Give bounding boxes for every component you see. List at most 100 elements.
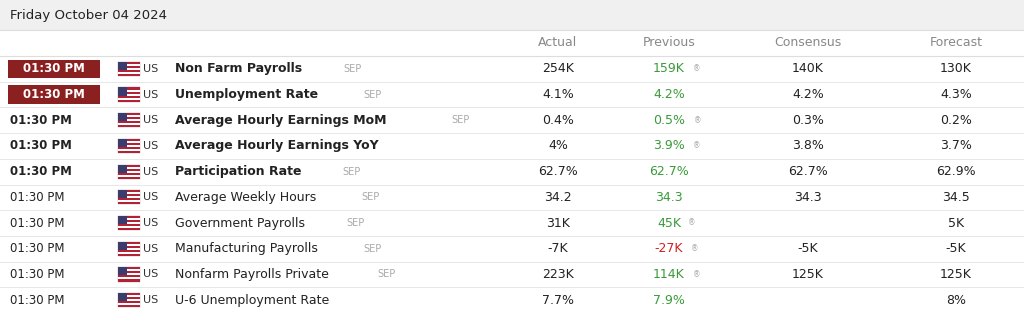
FancyBboxPatch shape [118, 250, 140, 252]
FancyBboxPatch shape [118, 271, 140, 274]
FancyBboxPatch shape [118, 175, 140, 177]
Text: Consensus: Consensus [774, 37, 842, 49]
Text: Nonfarm Payrolls Private: Nonfarm Payrolls Private [175, 268, 329, 281]
Text: US: US [143, 269, 159, 280]
FancyBboxPatch shape [0, 0, 1024, 30]
Text: 62.7%: 62.7% [649, 165, 689, 178]
Text: 223K: 223K [542, 268, 573, 281]
FancyBboxPatch shape [118, 165, 140, 179]
FancyBboxPatch shape [118, 117, 140, 119]
Text: 01:30 PM: 01:30 PM [10, 242, 65, 255]
Text: US: US [143, 192, 159, 202]
FancyBboxPatch shape [118, 139, 140, 153]
FancyBboxPatch shape [118, 64, 140, 66]
FancyBboxPatch shape [118, 280, 140, 281]
FancyBboxPatch shape [118, 90, 140, 91]
Text: Participation Rate: Participation Rate [175, 165, 301, 178]
FancyBboxPatch shape [118, 222, 140, 224]
FancyBboxPatch shape [118, 167, 140, 169]
Text: 125K: 125K [940, 268, 972, 281]
FancyBboxPatch shape [118, 113, 140, 127]
Text: -5K: -5K [798, 242, 818, 255]
FancyBboxPatch shape [118, 297, 140, 299]
Text: Government Payrolls: Government Payrolls [175, 217, 305, 229]
Text: Friday October 04 2024: Friday October 04 2024 [10, 8, 167, 22]
Text: 01:30 PM: 01:30 PM [10, 114, 72, 127]
Text: SEP: SEP [343, 64, 361, 74]
FancyBboxPatch shape [118, 100, 140, 102]
Text: ®: ® [693, 270, 700, 279]
FancyBboxPatch shape [118, 147, 140, 149]
Text: 0.4%: 0.4% [542, 114, 573, 127]
Text: ®: ® [691, 244, 698, 253]
Text: US: US [143, 90, 159, 100]
FancyBboxPatch shape [118, 165, 140, 167]
Text: 4%: 4% [548, 140, 568, 152]
Text: 01:30 PM: 01:30 PM [10, 165, 72, 178]
Text: US: US [143, 64, 159, 74]
Text: US: US [143, 244, 159, 254]
Text: US: US [143, 115, 159, 125]
Text: US: US [143, 295, 159, 305]
FancyBboxPatch shape [118, 139, 127, 147]
Text: 3.9%: 3.9% [653, 140, 685, 152]
FancyBboxPatch shape [118, 228, 140, 230]
Text: -7K: -7K [548, 242, 568, 255]
FancyBboxPatch shape [118, 254, 140, 256]
FancyBboxPatch shape [118, 190, 140, 204]
FancyBboxPatch shape [118, 87, 127, 95]
FancyBboxPatch shape [118, 192, 140, 194]
Text: ®: ® [688, 218, 696, 228]
Text: SEP: SEP [452, 115, 470, 125]
FancyBboxPatch shape [118, 72, 140, 74]
Text: 01:30 PM: 01:30 PM [10, 140, 72, 152]
Text: SEP: SEP [378, 269, 395, 280]
Text: 114K: 114K [653, 268, 685, 281]
FancyBboxPatch shape [118, 196, 140, 198]
Text: 254K: 254K [542, 62, 573, 75]
Text: Average Weekly Hours: Average Weekly Hours [175, 191, 316, 204]
Text: 0.2%: 0.2% [940, 114, 972, 127]
FancyBboxPatch shape [118, 293, 140, 307]
FancyBboxPatch shape [118, 198, 140, 200]
FancyBboxPatch shape [118, 305, 140, 307]
Text: SEP: SEP [364, 244, 382, 254]
FancyBboxPatch shape [118, 169, 140, 171]
FancyBboxPatch shape [118, 242, 127, 250]
FancyBboxPatch shape [118, 274, 140, 275]
FancyBboxPatch shape [118, 218, 140, 220]
Text: 8%: 8% [946, 294, 966, 307]
FancyBboxPatch shape [118, 74, 140, 76]
FancyBboxPatch shape [118, 143, 140, 145]
Text: -5K: -5K [946, 242, 967, 255]
FancyBboxPatch shape [118, 98, 140, 100]
Text: Actual: Actual [539, 37, 578, 49]
FancyBboxPatch shape [118, 216, 140, 230]
FancyBboxPatch shape [118, 293, 140, 295]
FancyBboxPatch shape [118, 275, 140, 278]
Text: 7.9%: 7.9% [653, 294, 685, 307]
Text: 4.2%: 4.2% [653, 88, 685, 101]
FancyBboxPatch shape [118, 303, 140, 305]
Text: U-6 Unemployment Rate: U-6 Unemployment Rate [175, 294, 330, 307]
FancyBboxPatch shape [118, 125, 140, 127]
FancyBboxPatch shape [118, 224, 140, 226]
FancyBboxPatch shape [118, 165, 127, 173]
FancyBboxPatch shape [118, 246, 140, 248]
Text: SEP: SEP [361, 192, 379, 202]
FancyBboxPatch shape [118, 94, 140, 95]
FancyBboxPatch shape [118, 62, 140, 64]
FancyBboxPatch shape [118, 95, 140, 98]
FancyBboxPatch shape [118, 68, 140, 70]
FancyBboxPatch shape [118, 220, 140, 222]
FancyBboxPatch shape [118, 113, 127, 121]
Text: 01:30 PM: 01:30 PM [10, 294, 65, 307]
FancyBboxPatch shape [118, 248, 140, 250]
Text: 3.8%: 3.8% [792, 140, 824, 152]
FancyBboxPatch shape [118, 216, 140, 218]
FancyBboxPatch shape [118, 149, 140, 151]
Text: 34.5: 34.5 [942, 191, 970, 204]
Text: 62.7%: 62.7% [788, 165, 827, 178]
Text: Unemployment Rate: Unemployment Rate [175, 88, 318, 101]
Text: 125K: 125K [792, 268, 824, 281]
